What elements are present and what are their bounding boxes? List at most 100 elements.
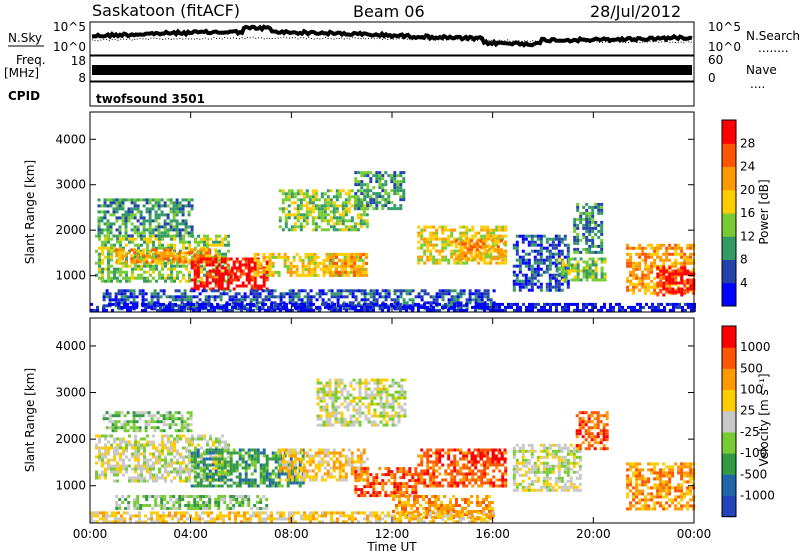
power-colorbar-swatch <box>722 213 736 237</box>
velocity-region-13 <box>90 511 495 524</box>
power-region-3 <box>215 266 255 282</box>
power-region-10 <box>454 239 506 261</box>
power-region-11 <box>512 234 570 292</box>
velocity-colorbar-swatch <box>722 326 736 348</box>
velocity-region-7 <box>467 448 507 464</box>
velocity-region-10 <box>575 411 609 451</box>
velocity-colorbar-tick: 25 <box>740 404 755 418</box>
velocity-ylabel: Slant Range [km] <box>23 368 37 472</box>
power-y-axis: 1000 2000 3000 4000 <box>55 132 694 283</box>
power-colorbar-swatch <box>722 259 736 284</box>
velocity-colorbar-swatch <box>722 389 736 412</box>
nave-tick-bottom: 0 <box>708 71 716 85</box>
power-colorbar-tick: 28 <box>740 136 755 150</box>
freq-strip-frame <box>89 55 695 82</box>
date-title: 28/Jul/2012 <box>590 2 681 21</box>
freq-label-b: [MHz] <box>4 66 39 80</box>
velocity-colorbar-tick: -1000 <box>740 488 775 502</box>
station-title: Saskatoon (fitACF) <box>92 1 240 20</box>
power-colorbar-tick: 4 <box>740 276 748 290</box>
power-ytick-label: 3000 <box>55 178 86 192</box>
velocity-xtick-label: 08:00 <box>274 527 309 541</box>
velocity-colorbar-tick: -500 <box>740 467 767 481</box>
nsky-tick-top: 10^5 <box>53 20 86 34</box>
power-ytick-label: 4000 <box>55 132 86 146</box>
power-x-tickmarks <box>89 112 695 312</box>
velocity-colorbar-tick: -25 <box>740 425 760 439</box>
nsearch-dots: ........ <box>758 41 789 55</box>
velocity-region-3 <box>278 448 369 482</box>
nsky-label: N.Sky <box>8 31 42 45</box>
velocity-xtick-label: 00:00 <box>73 527 108 541</box>
power-heatmap <box>90 171 696 312</box>
power-colorbar-swatch <box>722 282 736 307</box>
power-region-12 <box>555 257 607 282</box>
power-ylabel: Slant Range [km] <box>23 160 37 264</box>
velocity-ytick-label: 3000 <box>55 386 86 400</box>
velocity-colorbar-swatch <box>722 495 736 518</box>
velocity-colorbar-tick: 500 <box>740 361 763 375</box>
nave-tick-top: 60 <box>708 53 723 67</box>
beam-title: Beam 06 <box>353 2 425 21</box>
velocity-region-1 <box>102 411 193 433</box>
velocity-colorbar-frame <box>721 325 737 518</box>
velocity-xtick-label: 04:00 <box>173 527 208 541</box>
velocity-ytick-label: 2000 <box>55 432 86 446</box>
nave-dots: .... <box>750 77 765 91</box>
power-colorbar-tick: 20 <box>740 183 755 197</box>
cpid-name: twofsound 3501 <box>96 92 205 106</box>
power-colorbar-tick: 8 <box>740 253 748 267</box>
velocity-colorbar-label: Velocity [m s⁻¹] <box>757 373 771 466</box>
freq-label-a: Freq. <box>16 53 46 67</box>
cpid-label: CPID <box>8 89 40 103</box>
velocity-heatmap <box>90 378 696 524</box>
noise-strip-frame <box>89 21 695 56</box>
velocity-colorbar-swatch <box>722 410 736 433</box>
power-colorbar-label: Power [dB] <box>757 179 771 244</box>
power-ytick-label: 1000 <box>55 269 86 283</box>
freq-tick-bottom: 8 <box>78 71 86 85</box>
velocity-colorbar-swatch <box>722 347 736 369</box>
velocity-xtick-label: 20:00 <box>576 527 611 541</box>
velocity-xtick-label: 12:00 <box>375 527 410 541</box>
power-colorbar-frame <box>721 119 737 307</box>
velocity-region-5 <box>354 467 418 498</box>
power-colorbar-swatch <box>722 120 736 144</box>
power-region-13 <box>573 202 604 254</box>
cpid-strip-frame <box>89 81 695 107</box>
velocity-colorbar-swatch <box>722 453 736 475</box>
power-region-7 <box>278 189 369 232</box>
nave-label: Nave <box>746 63 777 77</box>
noise-sky-trace <box>91 24 693 48</box>
velocity-region-6 <box>417 448 508 488</box>
freq-tick-top: 18 <box>71 54 86 68</box>
velocity-colorbar: 1000 500 100 25 -25 -100 -500 -1000 <box>721 325 775 518</box>
power-colorbar-swatch <box>722 236 736 260</box>
velocity-x-axis: 00:00 04:00 08:00 12:00 16:00 20:00 00:00 <box>73 318 711 541</box>
noise-search-trace <box>91 36 693 44</box>
velocity-region-9 <box>512 443 582 492</box>
velocity-region-11 <box>626 462 696 511</box>
power-colorbar-swatch <box>722 143 736 167</box>
velocity-colorbar-swatch <box>722 431 736 454</box>
power-ytick-label: 2000 <box>55 223 86 237</box>
nsearch-tick-top: 10^5 <box>708 20 741 34</box>
power-colorbar-swatch <box>722 189 736 214</box>
velocity-colorbar-tick: -100 <box>740 446 767 460</box>
power-colorbar: 4 8 12 16 20 24 28 <box>721 119 755 307</box>
velocity-ytick-label: 1000 <box>55 479 86 493</box>
power-colorbar-tick: 12 <box>740 229 755 243</box>
power-colorbar-tick: 24 <box>740 160 755 174</box>
freq-trace <box>92 65 692 75</box>
nsearch-label: N.Search <box>746 29 800 43</box>
velocity-ytick-label: 4000 <box>55 339 86 353</box>
power-region-6 <box>97 198 194 238</box>
time-axis-label: Time UT <box>366 540 417 554</box>
power-colorbar-swatch <box>722 166 736 191</box>
velocity-colorbar-tick: 1000 <box>740 340 771 354</box>
power-region-5 <box>329 252 369 277</box>
velocity-colorbar-swatch <box>722 474 736 496</box>
power-region-8 <box>354 171 406 211</box>
power-region-17 <box>90 302 696 312</box>
